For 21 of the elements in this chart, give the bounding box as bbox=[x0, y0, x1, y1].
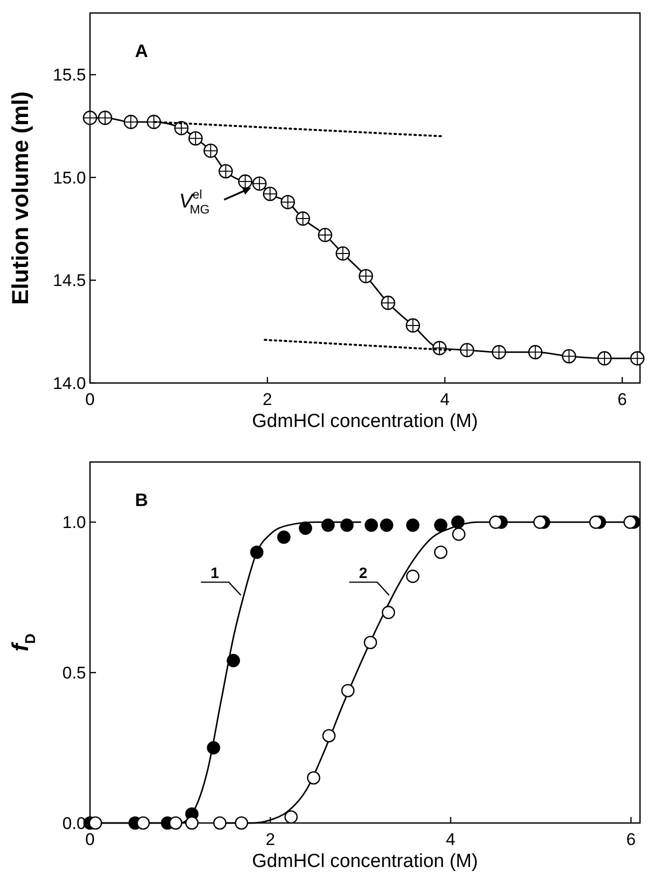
y-tick-label: 1.0 bbox=[62, 513, 86, 532]
annotation: A bbox=[135, 41, 148, 61]
x-axis-title: GdmHCl concentration (M) bbox=[252, 851, 478, 872]
y-tick-label: 14.0 bbox=[52, 374, 86, 393]
x-tick-label: 6 bbox=[626, 830, 636, 849]
series-label: 1 bbox=[210, 565, 219, 582]
x-tick-label: 0 bbox=[85, 390, 95, 409]
x-axis-title: GdmHCl concentration (M) bbox=[252, 411, 478, 432]
x-tick-label: 4 bbox=[446, 830, 456, 849]
y-axis-title: Elution volume (ml) bbox=[7, 91, 33, 305]
series-label: 2 bbox=[358, 565, 368, 582]
annotation: B bbox=[135, 490, 148, 510]
y-tick-label: 15.0 bbox=[52, 168, 86, 188]
y-tick-label: 14.5 bbox=[52, 271, 86, 290]
y-tick-label: 0.5 bbox=[62, 664, 86, 683]
x-tick-label: 0 bbox=[85, 830, 95, 849]
x-tick-label: 2 bbox=[262, 390, 272, 409]
x-tick-label: 4 bbox=[440, 390, 450, 409]
y-tick-label: 15.5 bbox=[52, 66, 86, 85]
x-tick-label: 6 bbox=[618, 390, 627, 409]
x-tick-label: 2 bbox=[266, 830, 276, 849]
